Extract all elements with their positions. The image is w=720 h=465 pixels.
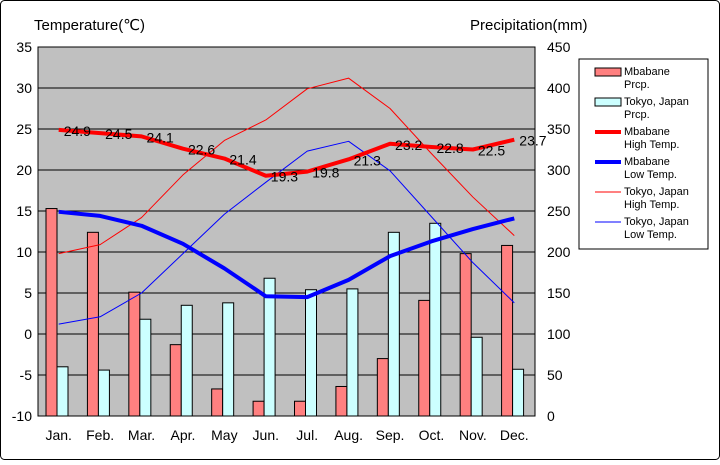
right-tick-label: 400: [547, 80, 571, 96]
legend-label-mbabane-prcp: Prcp.: [624, 79, 650, 91]
data-label-jan: 24.9: [64, 123, 91, 139]
x-tick-label: Apr.: [171, 427, 196, 443]
x-tick-label: May: [211, 427, 237, 443]
left-tick-label: -10: [12, 408, 32, 424]
data-label-may: 21.4: [229, 152, 256, 168]
data-label-mar: 24.1: [147, 129, 174, 145]
bar-tokyo-japan-prcp-feb: [97, 369, 110, 417]
bar-mbabane-prcp-nov: [459, 253, 472, 417]
legend-label-mbabane-high-temp: High Temp.: [624, 139, 679, 151]
x-tick-label: Feb.: [86, 427, 114, 443]
data-label-oct: 22.8: [436, 140, 463, 156]
legend-label-tokyo-japan-prcp: Prcp.: [624, 109, 650, 121]
bar-tokyo-japan-prcp-apr: [180, 304, 193, 417]
x-tick-label: Jul.: [296, 427, 318, 443]
right-tick-label: 150: [547, 285, 571, 301]
left-tick-label: 5: [24, 285, 32, 301]
data-label-jun: 19.3: [271, 169, 298, 185]
bar-mbabane-prcp-may: [211, 388, 224, 417]
right-tick-label: 350: [547, 121, 571, 137]
data-label-jul: 19.8: [312, 165, 339, 181]
bar-tokyo-japan-prcp-mar: [139, 318, 152, 417]
line-mbabane-high-temp: [58, 127, 515, 178]
legend-label-mbabane-low-temp: Mbabane: [624, 156, 670, 168]
left-tick-label: -5: [20, 367, 33, 383]
left-tick-label: 30: [16, 80, 32, 96]
x-tick-label: Dec.: [500, 427, 529, 443]
x-tick-label: Aug.: [334, 427, 363, 443]
left-tick-label: 10: [16, 244, 32, 260]
x-tick-label: Nov.: [459, 427, 487, 443]
legend-label-mbabane-low-temp: Low Temp.: [624, 169, 677, 181]
left-tick-label: 35: [16, 39, 32, 55]
bar-tokyo-japan-prcp-jan: [56, 366, 69, 417]
legend-label-mbabane-prcp: Mbabane: [624, 66, 670, 78]
left-axis-title: Temperature(℃): [34, 17, 145, 34]
bar-tokyo-japan-prcp-aug: [346, 288, 359, 417]
bar-tokyo-japan-prcp-sep: [387, 231, 400, 417]
bar-mbabane-prcp-oct: [418, 299, 431, 417]
bar-tokyo-japan-prcp-jul: [305, 289, 317, 417]
legend-box: [578, 58, 709, 250]
legend-label-tokyo-japan-prcp: Tokyo, Japan: [624, 96, 689, 108]
left-tick-label: 20: [16, 162, 32, 178]
plot-border: [37, 46, 536, 417]
left-tick-label: 25: [16, 121, 32, 137]
x-tick-label: Jan.: [45, 427, 71, 443]
line-tokyo-japan-low-temp: [58, 140, 515, 325]
data-label-aug: 21.3: [354, 152, 381, 168]
left-tick-label: 0: [24, 326, 32, 342]
left-tick-label: 15: [16, 203, 32, 219]
legend-label-tokyo-japan-low-temp: Tokyo, Japan: [624, 216, 689, 228]
right-axis-title: Precipitation(mm): [470, 17, 588, 34]
legend-label-tokyo-japan-high-temp: High Temp.: [624, 199, 679, 211]
bar-mbabane-prcp-feb: [86, 231, 99, 417]
data-label-feb: 24.5: [105, 126, 132, 142]
bar-tokyo-japan-prcp-jun: [263, 277, 276, 417]
line-mbabane-low-temp: [58, 209, 515, 300]
right-tick-label: 250: [547, 203, 571, 219]
x-tick-label: Jun.: [253, 427, 279, 443]
legend-swatch-tokyo-japan-prcp: [594, 97, 622, 107]
right-tick-label: 300: [547, 162, 571, 178]
data-label-apr: 22.6: [188, 142, 215, 158]
bar-tokyo-japan-prcp-dec: [512, 368, 525, 417]
data-label-sep: 23.2: [395, 137, 422, 153]
x-tick-label: Mar.: [128, 427, 155, 443]
plot-area: 24.9 24.5 24.1 22.6 21.4 19.3 19.8 21.3 23.2 22.8…: [12, 39, 571, 443]
bar-mbabane-prcp-apr: [169, 344, 182, 417]
data-label-dec: 23.7: [519, 133, 546, 149]
right-tick-label: 0: [547, 408, 555, 424]
right-tick-label: 450: [547, 39, 571, 55]
bar-mbabane-prcp-aug: [335, 385, 348, 417]
right-tick-label: 200: [547, 244, 571, 260]
right-tick-label: 50: [547, 367, 563, 383]
x-tick-label: Sep.: [376, 427, 405, 443]
legend-label-mbabane-high-temp: Mbabane: [624, 126, 670, 138]
bar-mbabane-prcp-mar: [128, 291, 141, 417]
x-tick-label: Oct.: [419, 427, 445, 443]
bar-mbabane-prcp-jun: [252, 400, 265, 417]
bar-tokyo-japan-prcp-nov: [470, 336, 483, 417]
bar-mbabane-prcp-jan: [45, 208, 58, 417]
bar-mbabane-prcp-jul: [294, 400, 306, 417]
bar-tokyo-japan-prcp-oct: [429, 222, 442, 417]
legend-label-tokyo-japan-low-temp: Low Temp.: [624, 229, 677, 241]
data-label-nov: 22.5: [478, 143, 505, 159]
bar-mbabane-prcp-dec: [501, 244, 514, 417]
right-tick-label: 100: [547, 326, 571, 342]
bar-tokyo-japan-prcp-may: [222, 302, 235, 417]
legend-label-tokyo-japan-high-temp: Tokyo, Japan: [624, 186, 689, 198]
bar-mbabane-prcp-sep: [376, 358, 389, 417]
legend-swatch-mbabane-prcp: [594, 67, 622, 77]
